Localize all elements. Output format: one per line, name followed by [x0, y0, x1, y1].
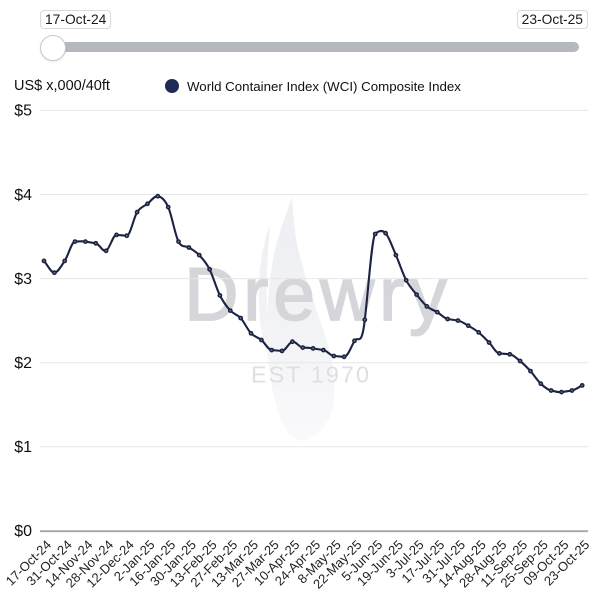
svg-text:$5: $5: [14, 103, 32, 120]
svg-text:$3: $3: [14, 271, 32, 288]
svg-text:$4: $4: [14, 187, 32, 204]
svg-text:$0: $0: [14, 523, 32, 540]
svg-text:EST 1970: EST 1970: [251, 362, 371, 388]
svg-text:$2: $2: [14, 355, 32, 372]
svg-text:$1: $1: [14, 439, 32, 456]
svg-text:Drewry: Drewry: [184, 252, 452, 336]
